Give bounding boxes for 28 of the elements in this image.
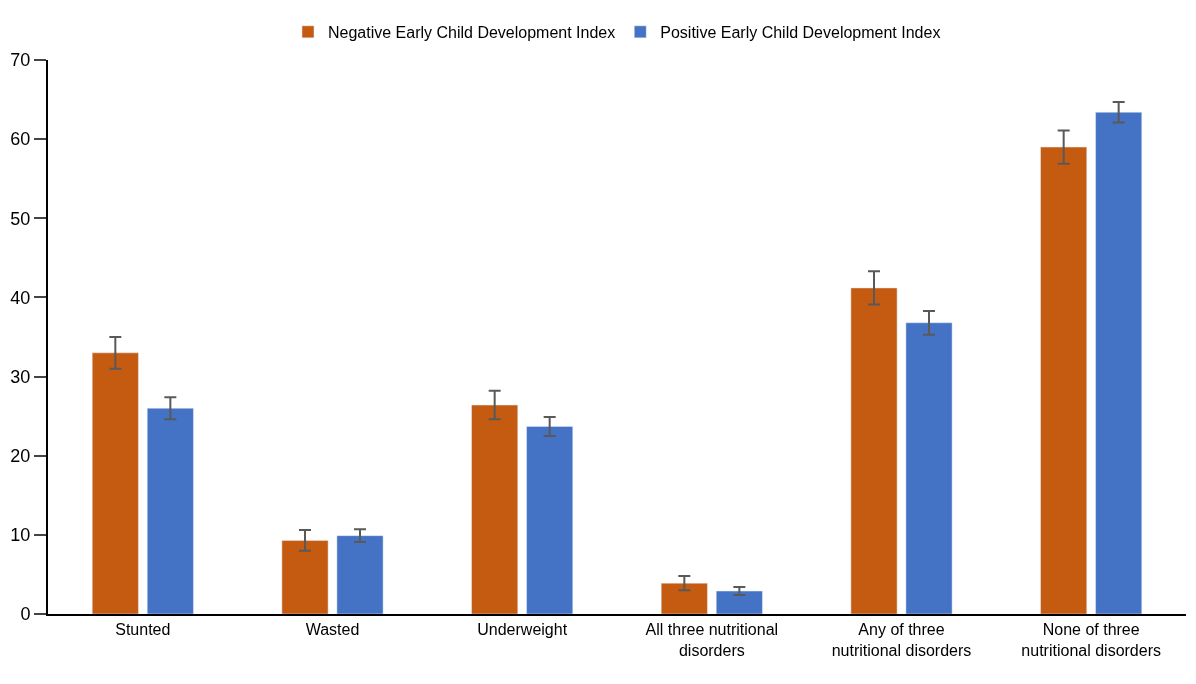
x-tick-label: Any of three nutritional disorders — [831, 621, 972, 659]
bar — [1095, 111, 1143, 614]
legend-label: Negative Early Child Development Index — [328, 24, 616, 42]
legend-label: Positive Early Child Development Index — [660, 24, 941, 42]
x-tick-label: Underweight — [477, 621, 568, 639]
y-tick-label: 50 — [10, 208, 31, 229]
y-tick-label: 20 — [10, 446, 31, 467]
y-tick-label: 70 — [10, 50, 31, 71]
x-tick-label: Wasted — [305, 621, 360, 639]
bar — [660, 582, 708, 614]
bar — [905, 322, 953, 614]
bar — [336, 535, 384, 614]
y-tick-label: 0 — [20, 604, 31, 625]
y-tick-label: 30 — [10, 366, 31, 387]
bar — [850, 287, 898, 614]
bar — [471, 404, 519, 614]
bar — [281, 540, 329, 614]
bar — [146, 407, 194, 614]
y-tick-label: 40 — [10, 287, 31, 308]
x-tick-label: Stunted — [115, 621, 171, 639]
bar — [91, 352, 139, 614]
y-tick-label: 10 — [10, 525, 31, 546]
y-tick-label: 60 — [10, 129, 31, 150]
x-tick-label: All three nutritional disorders — [645, 621, 779, 659]
bar — [715, 590, 763, 614]
bar — [1040, 146, 1088, 614]
bar — [526, 426, 574, 614]
x-tick-label: None of three nutritional disorders — [1021, 621, 1161, 659]
